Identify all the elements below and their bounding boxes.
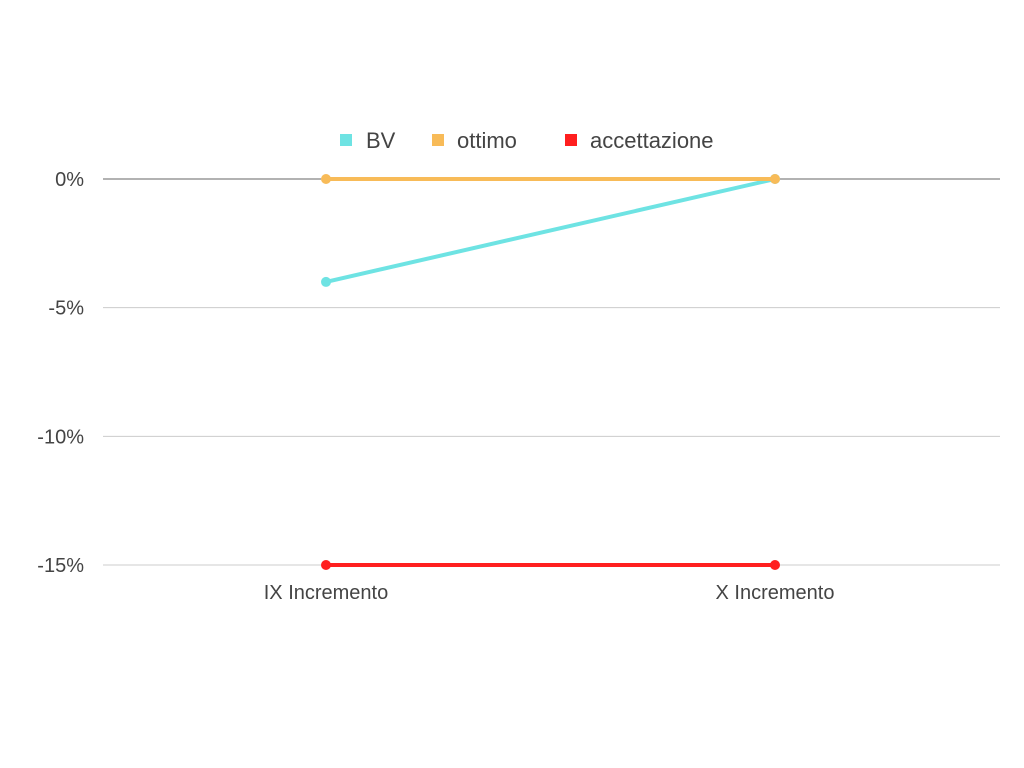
legend-item-accettazione[interactable]: accettazione [565,128,714,153]
legend-item-ottimo[interactable]: ottimo [432,128,517,153]
legend-swatch [432,134,444,146]
y-tick-label: -5% [48,298,84,320]
legend-swatch [340,134,352,146]
legend-swatch [565,134,577,146]
y-axis: 0% -5% -10% -15% [37,169,84,577]
data-point-ottimo [321,174,331,184]
x-tick-label: X Incremento [716,582,835,604]
y-tick-label: 0% [55,169,84,191]
data-point-accettazione [321,560,331,570]
gridlines [103,178,1000,566]
x-tick-label: IX Incremento [264,582,389,604]
series-line-BV [324,177,777,284]
y-tick-label: -15% [37,555,84,577]
legend-label: ottimo [457,128,517,153]
legend-item-BV[interactable]: BV [340,128,396,153]
data-point-ottimo [770,174,780,184]
y-tick-label: -10% [37,426,84,448]
legend-label: BV [366,128,396,153]
x-axis: IX Incremento X Incremento [264,582,835,604]
legend-label: accettazione [590,128,714,153]
data-point-BV [321,276,331,287]
legend: BV ottimo accettazione [340,128,714,153]
series-group [321,174,780,570]
data-point-accettazione [770,560,780,570]
